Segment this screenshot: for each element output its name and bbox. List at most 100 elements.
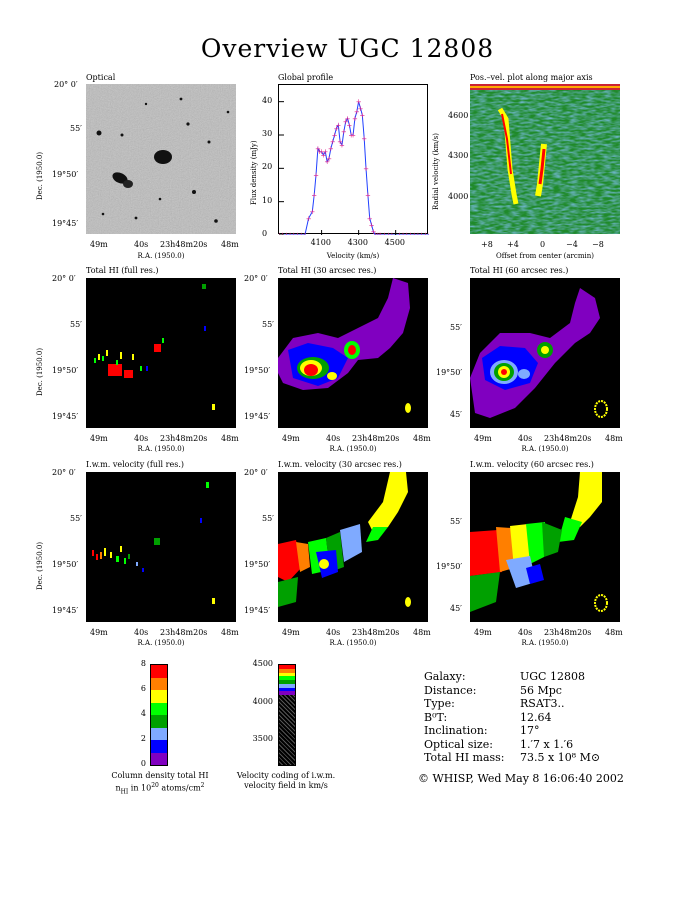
profile-point: + [309,208,315,216]
cd-caption-rest: in 10 [128,783,152,793]
pv-plot-svg [470,84,620,234]
optical-dec-tick-4: 19°45′ [52,219,79,228]
profile-point: + [365,192,371,200]
whisp-footer: © WHISP, Wed May 8 16:06:40 2002 [418,772,624,785]
info-label: Inclination: [424,724,488,737]
profile-xtick-label: 4500 [384,238,406,247]
column-density-colorbar [150,664,168,766]
dec-tick-label: 20° 0′ [52,274,76,283]
ra-axis-label: R.A. (1950.0) [329,639,377,647]
dec-tick-label: 55′ [450,517,462,526]
info-value: 17° [520,724,540,737]
dec-tick-label: 19°50′ [244,560,271,569]
dec-tick-label: 20° 0′ [244,468,268,477]
dec-tick-label: 55′ [262,320,274,329]
hi-30-image [278,278,428,428]
page-title: Overview UGC 12808 [200,34,495,63]
cd-caption-exp: 20 [151,782,159,789]
hi-full-image [86,278,236,428]
ra-tick-label: 23h48m20s [160,434,208,443]
dec-tick-label: 19°45′ [52,412,79,421]
profile-xtick-label: 4300 [347,238,368,247]
dec-tick-label: 19°50′ [52,560,79,569]
global-profile-svg: ++++++++++++++++++++++++++++++++++++++++… [279,98,429,236]
vel-60-image [470,472,620,622]
profile-point: + [376,232,382,236]
profile-point: + [328,145,334,153]
ra-tick-label: 40s [134,434,149,443]
vel-full-image [86,472,236,622]
cd-caption-line1: Column density total HI [111,771,209,780]
dec-tick-label: 19°50′ [436,368,463,377]
colorbar-swatch [151,752,167,765]
profile-point: + [415,232,421,236]
info-label: Distance: [424,683,477,697]
global-profile-chart: ++++++++++++++++++++++++++++++++++++++++… [278,84,429,236]
ra-tick-label: 49m [282,628,300,637]
profile-point: + [332,132,338,140]
profile-point: + [372,232,378,236]
ra-axis-label: R.A. (1950.0) [329,445,377,453]
profile-point: + [345,115,351,123]
ra-tick-label: 48m [221,434,239,443]
colorbar-swatch [279,665,295,669]
profile-point: + [324,158,330,166]
profile-point: + [385,232,391,236]
profile-point: + [378,232,384,236]
cd-cbar-tick: 0 [140,759,146,768]
hi-full-title: Total HI (full res.) [86,266,159,275]
profile-ytick-label: 0 [262,229,268,238]
ra-tick-label: 48m [221,628,239,637]
colorbar-swatch [151,690,167,703]
cd-cbar-tick: 2 [140,734,146,743]
velocity-colorbar [278,664,296,766]
ra-tick-label: 23h48m20s [160,628,208,637]
profile-point: + [279,232,282,236]
profile-title: Global profile [278,73,334,82]
profile-point: + [389,232,395,236]
info-label: Total HI mass: [424,751,505,764]
optical-ra-label: R.A. (1950.0) [137,252,185,260]
profile-point: + [298,232,304,236]
dec-tick-label: 55′ [70,514,82,523]
ra-tick-label: 40s [134,628,149,637]
optical-dec-tick-3: 19°50′ [52,170,79,179]
pv-title: Pos.–vel. plot along major axis [470,73,593,82]
dec-tick-label: 19°45′ [244,412,271,421]
dec-tick-label: 20° 0′ [244,274,268,283]
hi-60-title: Total HI (60 arcsec res.) [470,266,569,275]
optical-dec-tick-1: 20° 0′ [54,80,78,89]
profile-xtick-label: 4100 [310,238,331,247]
vel-full-title: I.w.m. velocity (full res.) [86,460,184,469]
profile-point: + [302,232,308,236]
colorbar-swatch [279,691,295,695]
colorbar-swatch [151,740,167,753]
ra-axis-label: R.A. (1950.0) [521,639,569,647]
optical-dec-label: Dec. (1950.0) [36,151,44,200]
profile-point: + [359,112,365,120]
pv-ytick-4600: 4600 [448,111,469,120]
profile-point: + [319,148,325,156]
ra-tick-label: 48m [413,434,431,443]
ra-tick-label: 23h48m20s [352,434,400,443]
profile-line [279,101,429,235]
vel-caption-line2: velocity field in km/s [244,781,328,790]
dec-tick-label: 20° 0′ [52,468,76,477]
profile-point: + [361,135,367,143]
colorbar-swatch [151,727,167,740]
profile-point: + [341,128,347,136]
ra-tick-label: 40s [518,628,533,637]
pv-xtick-1: +8 [481,240,493,249]
optical-ra-tick-2: 40s [134,240,149,249]
info-value: 73.5 x 10⁸ M⊙ [520,751,601,764]
profile-point: + [315,145,321,153]
cd-caption-end: atoms/cm [158,783,201,793]
ra-tick-label: 49m [474,434,492,443]
vel-cbar-tick-4500: 4500 [252,659,273,668]
dec-tick-label: 19°45′ [244,606,271,615]
hi-60-image [470,278,620,428]
ra-tick-label: 48m [605,434,623,443]
profile-point: + [311,192,317,200]
profile-point: + [346,122,352,130]
hi-full-svg [94,284,215,410]
